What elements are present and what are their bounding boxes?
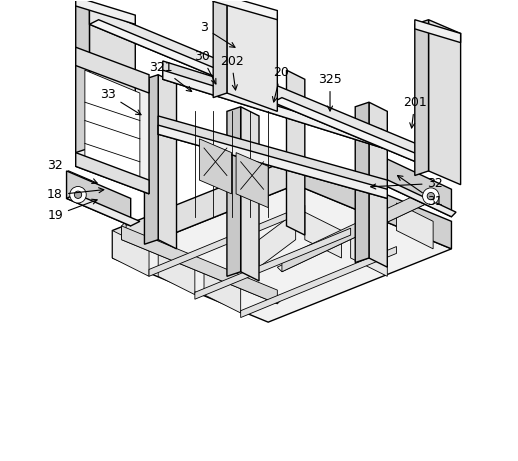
Polygon shape (213, 0, 277, 20)
Polygon shape (158, 75, 177, 249)
Polygon shape (149, 205, 305, 276)
Text: 201: 201 (403, 96, 427, 128)
Polygon shape (415, 20, 461, 42)
Polygon shape (90, 20, 264, 93)
Text: 32: 32 (47, 159, 97, 183)
Polygon shape (415, 20, 428, 176)
Polygon shape (396, 203, 433, 249)
Polygon shape (199, 139, 232, 194)
Polygon shape (273, 84, 438, 171)
Polygon shape (273, 98, 447, 171)
Polygon shape (351, 230, 387, 276)
Polygon shape (204, 267, 241, 313)
Polygon shape (66, 194, 140, 226)
Polygon shape (305, 212, 341, 258)
Circle shape (70, 187, 87, 203)
Polygon shape (66, 171, 131, 226)
Polygon shape (112, 230, 149, 276)
Polygon shape (158, 125, 387, 198)
Polygon shape (163, 70, 383, 148)
Polygon shape (122, 226, 277, 304)
Polygon shape (227, 0, 277, 112)
Polygon shape (76, 0, 135, 24)
Polygon shape (277, 194, 438, 272)
Text: 321: 321 (149, 61, 192, 91)
Polygon shape (296, 157, 452, 249)
Text: 3: 3 (200, 21, 235, 47)
Circle shape (427, 193, 435, 200)
Polygon shape (241, 247, 396, 318)
Polygon shape (76, 153, 149, 194)
Polygon shape (158, 116, 387, 198)
Text: 30: 30 (194, 50, 216, 84)
Polygon shape (85, 70, 140, 180)
Polygon shape (163, 61, 383, 148)
Text: 33: 33 (100, 88, 141, 115)
Text: 19: 19 (47, 199, 97, 222)
Polygon shape (90, 1, 135, 166)
Polygon shape (259, 212, 296, 267)
Polygon shape (76, 1, 90, 153)
Polygon shape (76, 52, 149, 194)
Polygon shape (286, 70, 305, 235)
Polygon shape (112, 185, 452, 322)
Text: 202: 202 (220, 54, 243, 90)
Polygon shape (373, 153, 452, 217)
Polygon shape (112, 157, 296, 258)
Text: 325: 325 (318, 73, 342, 111)
Polygon shape (428, 20, 461, 185)
Polygon shape (236, 153, 268, 207)
Polygon shape (158, 249, 195, 295)
Polygon shape (227, 107, 241, 276)
Text: 18: 18 (47, 188, 104, 201)
Polygon shape (90, 6, 254, 93)
Polygon shape (76, 47, 149, 93)
Polygon shape (195, 228, 351, 299)
Circle shape (75, 191, 82, 198)
Polygon shape (373, 176, 456, 217)
Polygon shape (213, 0, 227, 98)
Polygon shape (282, 185, 438, 272)
Text: 20: 20 (272, 65, 289, 102)
Text: 32: 32 (371, 177, 443, 190)
Polygon shape (122, 221, 126, 240)
Polygon shape (369, 102, 387, 267)
Circle shape (423, 188, 439, 204)
Polygon shape (145, 75, 158, 244)
Text: 31: 31 (397, 176, 443, 208)
Polygon shape (122, 235, 282, 304)
Polygon shape (355, 102, 369, 263)
Polygon shape (241, 107, 259, 281)
